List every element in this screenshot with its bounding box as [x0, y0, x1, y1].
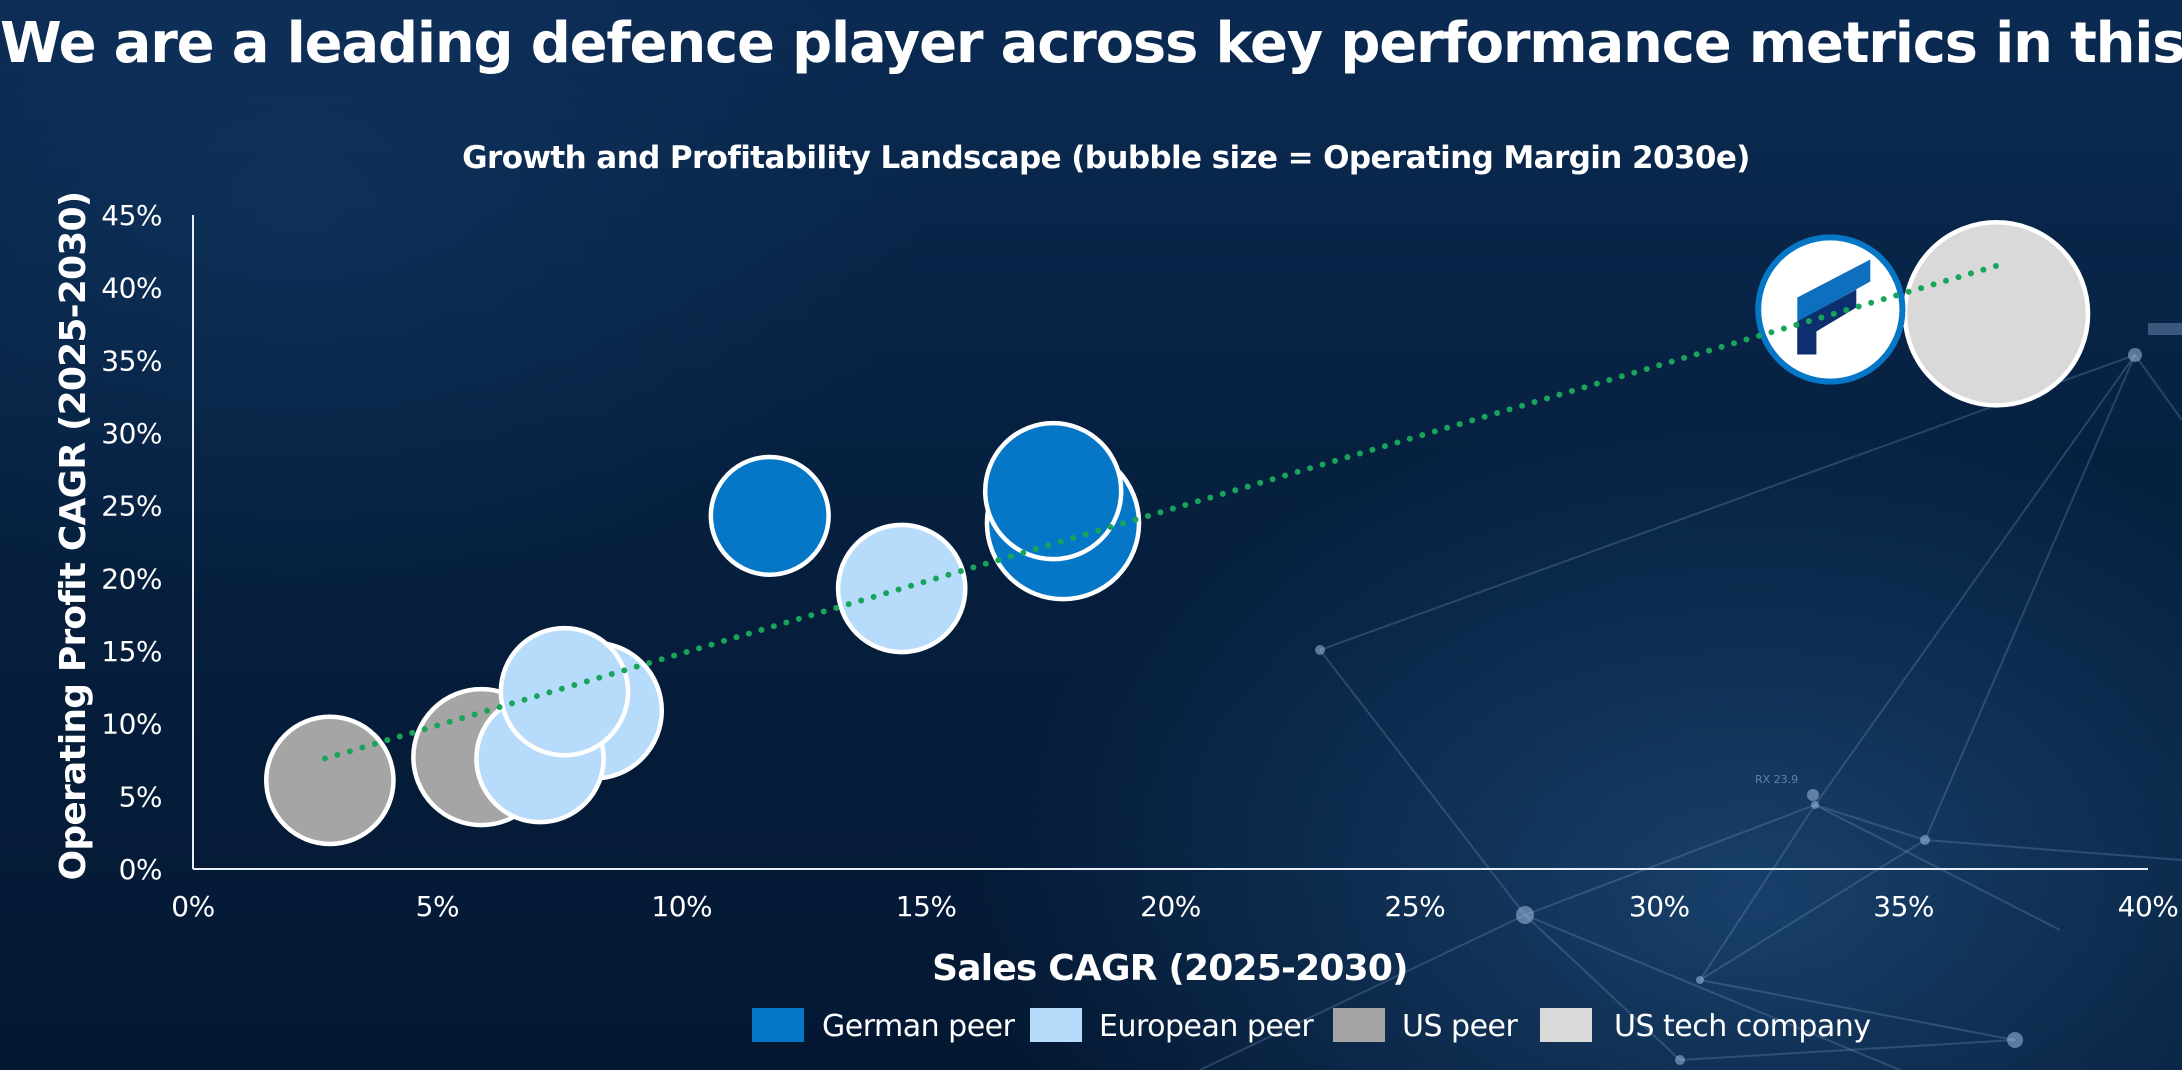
bubble-european-peer — [835, 522, 968, 655]
company-logo-bubble — [1755, 234, 1906, 385]
chart-axes — [192, 215, 2148, 870]
bubble-layer — [263, 220, 2091, 847]
company-logo-icon — [1797, 259, 1871, 355]
y-tick-label: 30% — [101, 417, 162, 450]
legend-label-us-peer: US peer — [1402, 1009, 1518, 1044]
legend-label-german-peer: German peer — [822, 1009, 1016, 1044]
bubble-european-peer — [498, 625, 631, 758]
legend-label-european-peer: European peer — [1099, 1009, 1314, 1044]
y-tick-label: 10% — [101, 708, 162, 741]
x-tick-label: 20% — [1140, 890, 1201, 923]
y-axis-title: Operating Profit CAGR (2025-2030) — [53, 192, 94, 881]
x-tick-label: 5% — [416, 890, 459, 923]
y-tick-label: 40% — [101, 272, 162, 305]
x-tick-label: 30% — [1629, 890, 1690, 923]
x-tick-label: 0% — [171, 890, 214, 923]
y-tick-label: 45% — [101, 199, 162, 232]
background-annotation: RX 23.9 — [1755, 773, 1798, 786]
y-tick-label: 5% — [119, 780, 162, 813]
legend-swatch-german-peer — [752, 1008, 804, 1042]
y-tick-labels: 0% 5% 10% 15% 20% 25% 30% 35% 40% 45% — [101, 199, 162, 886]
bubble-us-peer — [263, 714, 396, 847]
legend-swatch-european-peer — [1030, 1008, 1082, 1042]
chart-title: Growth and Profitability Landscape (bubb… — [462, 140, 1750, 176]
y-tick-label: 0% — [119, 853, 162, 886]
legend-swatch-us-tech-company — [1540, 1008, 1592, 1042]
y-tick-label: 20% — [101, 562, 162, 595]
chart-legend: German peer European peer US peer US tec… — [752, 1008, 1871, 1044]
bubble-us-tech-company — [1902, 220, 2091, 408]
x-tick-label: 15% — [896, 890, 957, 923]
x-tick-label: 10% — [651, 890, 712, 923]
y-tick-label: 25% — [101, 490, 162, 523]
x-axis-title: Sales CAGR (2025-2030) — [932, 948, 1408, 989]
x-tick-labels: 0% 5% 10% 15% 20% 25% 30% 35% 40% — [171, 890, 2179, 923]
trendline-layer — [321, 262, 2000, 762]
bubble-german-peer — [708, 454, 831, 577]
x-tick-label: 40% — [2118, 890, 2179, 923]
y-tick-label: 35% — [101, 344, 162, 377]
trendline — [321, 262, 2000, 762]
legend-label-us-tech-company: US tech company — [1614, 1009, 1871, 1044]
legend-swatch-us-peer — [1333, 1008, 1385, 1042]
x-tick-label: 25% — [1385, 890, 1446, 923]
bubble-german-peer — [982, 420, 1124, 562]
slide-title: We are a leading defence player across k… — [0, 11, 2182, 76]
x-tick-label: 35% — [1873, 890, 1934, 923]
y-tick-label: 15% — [101, 635, 162, 668]
